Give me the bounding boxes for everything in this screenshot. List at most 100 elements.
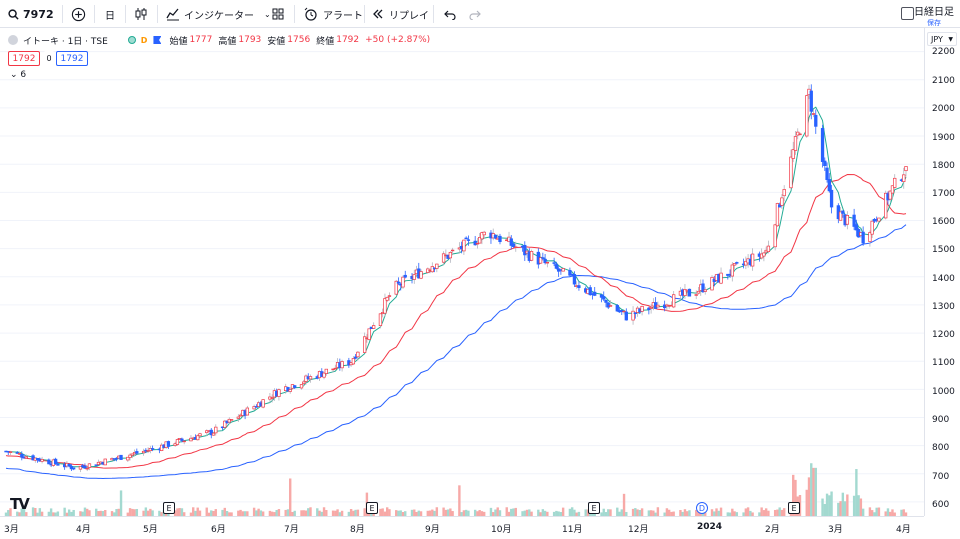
volume-bar xyxy=(638,510,642,516)
candle-body xyxy=(286,387,290,392)
volume-bar xyxy=(726,512,730,516)
candle-body xyxy=(823,160,827,167)
volume-bar xyxy=(634,508,637,516)
indicators-collapse[interactable]: ⌄ 6 xyxy=(10,70,26,80)
bid-price-box[interactable]: 1792 xyxy=(8,51,40,66)
volume-bar xyxy=(284,509,287,516)
candle-body xyxy=(588,287,592,296)
volume-bar xyxy=(792,474,795,516)
candle-body xyxy=(902,174,906,182)
candle-body xyxy=(130,453,134,456)
nikkei-toggle[interactable]: 日経日足 保存 xyxy=(914,3,954,28)
divider xyxy=(433,5,434,23)
candle-body xyxy=(687,288,692,297)
compare-button[interactable] xyxy=(71,0,86,28)
volume-bar xyxy=(16,511,19,516)
volume-bar xyxy=(304,510,308,516)
candle-body xyxy=(870,220,874,235)
volume-bar xyxy=(654,512,657,516)
candle-body xyxy=(877,217,881,222)
volume-bar xyxy=(352,510,355,516)
candle-body xyxy=(577,285,581,289)
volume-bar xyxy=(861,508,865,516)
candle-body xyxy=(209,429,213,436)
layout-button[interactable] xyxy=(272,0,284,28)
volume-bar xyxy=(807,477,811,516)
volume-bar xyxy=(625,511,628,516)
symbol-search[interactable]: 7972 xyxy=(8,0,54,28)
time-axis[interactable] xyxy=(0,516,924,539)
dividend-marker[interactable]: D xyxy=(696,502,708,514)
tradingview-logo[interactable]: TV xyxy=(10,495,30,513)
volume-bar xyxy=(415,511,418,516)
volume-bar xyxy=(543,510,547,516)
candle-body xyxy=(523,244,527,256)
redo-button[interactable] xyxy=(469,0,481,28)
change-value: +50 (+2.87%) xyxy=(365,35,431,45)
candle-body xyxy=(245,407,250,416)
time-tick: 11月 xyxy=(562,525,583,535)
top-toolbar: 7972 日 インジケーター ⌄ アラート リプレイ 日経日足 保存 xyxy=(0,0,960,28)
save-label[interactable]: 保存 xyxy=(927,19,941,27)
price-tick: 2000 xyxy=(932,104,955,114)
low-label: 安値 xyxy=(267,36,286,47)
open-label: 始値 xyxy=(169,36,188,47)
volume-bar xyxy=(212,510,215,516)
volume-bar xyxy=(52,512,55,516)
volume-bar xyxy=(758,512,761,516)
candle-body xyxy=(67,463,71,467)
volume-bar xyxy=(336,509,339,516)
price-axis[interactable] xyxy=(924,28,960,516)
volume-bar xyxy=(873,512,876,516)
volume-bar xyxy=(356,509,360,516)
close-label: 終値 xyxy=(316,36,335,47)
candle-body xyxy=(543,258,547,264)
volume-bar xyxy=(133,509,136,516)
volume-bar xyxy=(577,511,581,516)
price-tick: 800 xyxy=(932,443,950,453)
volume-bar xyxy=(119,490,123,516)
alert-button[interactable]: アラート xyxy=(304,0,363,28)
ask-price-box[interactable]: 1792 xyxy=(56,51,88,66)
volume-bar xyxy=(857,495,860,516)
volume-bar xyxy=(600,512,603,516)
volume-bar xyxy=(63,507,66,516)
earnings-marker[interactable]: E xyxy=(788,502,800,514)
chart-type-button[interactable] xyxy=(134,0,148,28)
indicators-button[interactable]: インジケーター ⌄ xyxy=(166,0,271,28)
undo-button[interactable] xyxy=(444,0,456,28)
candle-body xyxy=(56,463,60,466)
volume-bar xyxy=(347,511,351,516)
d-badge: D xyxy=(140,35,148,45)
candle-body xyxy=(773,224,777,248)
volume-bar xyxy=(259,510,263,516)
volume-bar xyxy=(7,510,10,516)
replay-label: リプレイ xyxy=(389,10,429,22)
earnings-marker[interactable]: E xyxy=(163,502,175,514)
interval-button[interactable]: 日 xyxy=(105,0,115,28)
alert-label: アラート xyxy=(323,10,363,22)
volume-bar xyxy=(717,510,720,516)
volume-bar xyxy=(99,510,102,516)
price-chart[interactable] xyxy=(0,28,924,516)
time-tick: 8月 xyxy=(350,525,365,535)
volume-bar xyxy=(277,509,281,516)
volume-bar xyxy=(338,512,342,516)
earnings-marker[interactable]: E xyxy=(366,502,378,514)
candle-body xyxy=(372,325,376,329)
candle-body xyxy=(538,257,543,264)
currency-select[interactable]: JPY ▼ xyxy=(927,32,957,46)
candle-body xyxy=(150,448,155,450)
nikkei-checkbox[interactable] xyxy=(901,7,914,20)
candle-body xyxy=(356,351,360,358)
volume-bar xyxy=(762,510,766,516)
volume-bar xyxy=(449,508,452,516)
volume-bar xyxy=(9,508,12,516)
candle-body xyxy=(340,361,344,369)
volume-bar xyxy=(180,508,184,516)
earnings-marker[interactable]: E xyxy=(588,502,600,514)
candle-body xyxy=(602,296,606,300)
replay-button[interactable]: リプレイ xyxy=(372,0,429,28)
divider xyxy=(294,5,295,23)
volume-bar xyxy=(167,512,170,516)
